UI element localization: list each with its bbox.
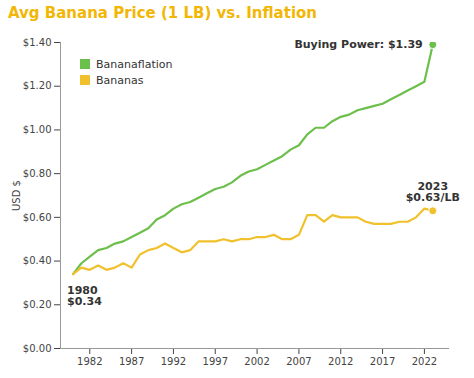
svg-text:1982: 1982 [77,356,102,367]
svg-text:Buying Power: $1.39: Buying Power: $1.39 [294,38,422,51]
svg-text:2022: 2022 [412,356,437,367]
svg-text:1980$0.34: 1980$0.34 [67,284,102,308]
svg-text:1997: 1997 [203,356,228,367]
svg-text:$1.00: $1.00 [23,124,52,135]
svg-text:$0.20: $0.20 [23,299,52,310]
svg-text:$1.40: $1.40 [23,37,52,48]
svg-text:1992: 1992 [161,356,186,367]
svg-text:$1.20: $1.20 [23,80,52,91]
svg-text:$0.60: $0.60 [23,212,52,223]
html-text:Avg Banana Price (1 LB) vs. In: Avg Banana Price (1 LB) vs. Inflation [8,4,317,22]
svg-text:$0.00: $0.00 [23,343,52,354]
svg-text:$0.80: $0.80 [23,168,52,179]
svg-text:2017: 2017 [370,356,395,367]
html-text:Bananas: Bananas [96,73,144,87]
svg-text:2007: 2007 [286,356,311,367]
html-text:Bananaflation: Bananaflation [96,57,173,71]
svg-text:2023$0.63/LB: 2023$0.63/LB [406,180,460,204]
svg-text:$0.40: $0.40 [23,255,52,266]
svg-text:2002: 2002 [244,356,269,367]
svg-text:1987: 1987 [119,356,144,367]
svg-text:2012: 2012 [328,356,353,367]
svg-text:USD $: USD $ [11,180,22,211]
